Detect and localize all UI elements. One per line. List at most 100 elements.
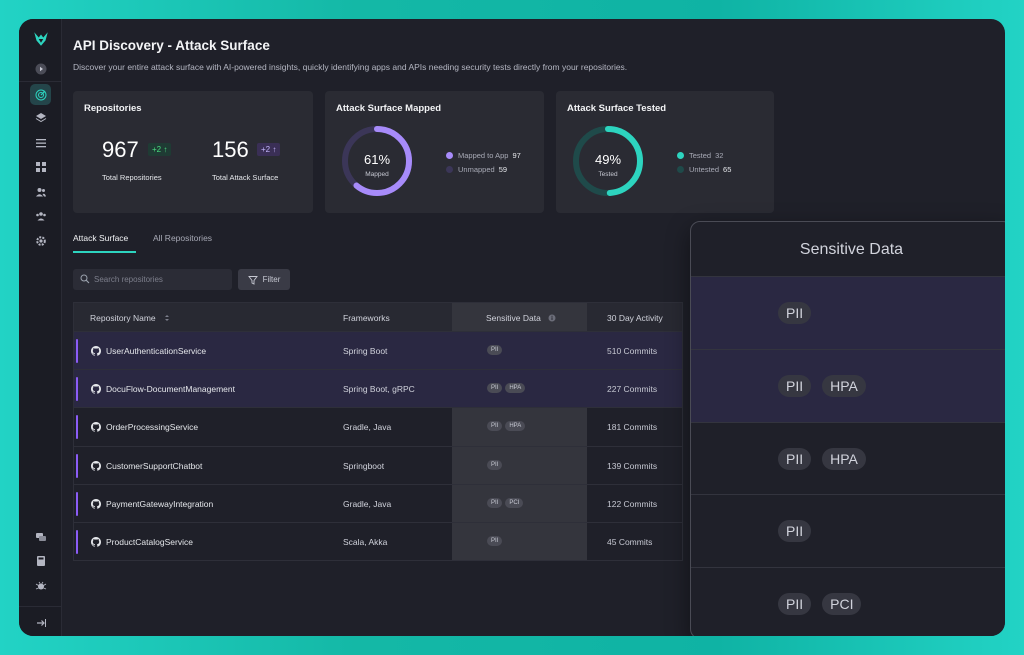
info-icon[interactable] — [548, 314, 556, 322]
sensitive-data-tag: PII — [487, 459, 503, 470]
sensitive-data-cell: PII — [487, 536, 503, 546]
tested-percent: 49% — [595, 152, 621, 167]
total-attack-surface-value: 156 — [212, 137, 249, 162]
card-title: Repositories — [84, 103, 142, 114]
sidebar-divider — [19, 606, 62, 607]
frameworks-cell: Gradle, Java — [343, 498, 392, 509]
column-header-30-day-activity[interactable]: 30 Day Activity — [607, 313, 663, 323]
logo-icon[interactable] — [29, 27, 52, 50]
sensitive-data-cell: PII PCI — [487, 497, 524, 508]
tested-donut-arc — [573, 126, 643, 196]
repository-name[interactable]: UserAuthenticationService — [106, 346, 207, 356]
table-row[interactable]: OrderProcessingService Gradle, Java PII H… — [74, 407, 682, 445]
legend-label: Mapped to App — [458, 151, 509, 160]
app-window: API Discovery - Attack Surface Discover … — [19, 19, 1005, 636]
row-accent-bar — [76, 491, 78, 516]
github-icon — [91, 384, 101, 394]
legend-value: 65 — [723, 165, 732, 174]
table-row[interactable]: DocuFlow-DocumentManagement Spring Boot,… — [74, 369, 682, 408]
sensitive-data-cell: PII HPA — [487, 383, 526, 394]
table-row[interactable]: CustomerSupportChatbot Springboot PII 13… — [74, 445, 682, 484]
table-row[interactable]: UserAuthenticationService Spring Boot PI… — [74, 331, 682, 369]
tested-donut-chart: 49% Tested — [573, 126, 643, 196]
tab-all-repositories[interactable]: All Repositories — [153, 233, 213, 243]
panel-row: PII HPA — [691, 348, 1005, 422]
sidebar — [19, 19, 62, 636]
grid-icon[interactable] — [30, 156, 51, 177]
sensitive-data-tag: PII — [487, 345, 503, 355]
book-icon[interactable] — [30, 550, 51, 571]
panel-tags: PII PCI — [778, 593, 862, 616]
chat-icon[interactable] — [30, 526, 51, 547]
panel-row: PII HPA — [691, 421, 1005, 495]
legend-mapped-to-app: Mapped to App 97 — [446, 151, 521, 160]
repository-name[interactable]: OrderProcessingService — [106, 422, 199, 433]
logout-icon[interactable] — [30, 612, 51, 633]
sensitive-data-tag: HPA — [505, 383, 526, 394]
total-repositories-value: 967 — [102, 137, 139, 162]
legend-label: Tested — [689, 151, 712, 160]
radar-icon[interactable] — [30, 84, 51, 105]
sensitive-data-tag: PCI — [822, 593, 862, 616]
legend-unmapped: Unmapped 59 — [446, 165, 507, 174]
frameworks-cell: Scala, Akka — [343, 537, 388, 547]
total-repositories-label: Total Repositories — [102, 173, 162, 182]
attack-surface-mapped-card: Attack Surface Mapped 61% Mapped Mapped … — [325, 91, 544, 213]
gear-icon[interactable] — [30, 230, 51, 251]
frameworks-cell: Spring Boot — [343, 346, 388, 356]
attack-surface-tested-card: Attack Surface Tested 49% Tested Tested … — [556, 91, 774, 213]
row-accent-bar — [76, 377, 78, 402]
repository-name[interactable]: ProductCatalogService — [106, 537, 193, 547]
mapped-donut-chart: 61% Mapped — [342, 126, 412, 196]
column-header-frameworks[interactable]: Frameworks — [343, 313, 390, 323]
sort-icon[interactable] — [163, 314, 171, 322]
repository-name[interactable]: DocuFlow-DocumentManagement — [106, 384, 235, 395]
users-icon[interactable] — [30, 181, 51, 202]
table-row[interactable]: ProductCatalogService Scala, Akka PII 45… — [74, 522, 682, 560]
page-title: API Discovery - Attack Surface — [73, 38, 270, 53]
sensitive-data-cell: PII — [487, 459, 503, 470]
frameworks-cell: Spring Boot, gRPC — [343, 384, 415, 395]
panel-title: Sensitive Data — [799, 241, 904, 258]
legend-value: 59 — [498, 165, 508, 174]
column-header-repository-name[interactable]: Repository Name — [90, 313, 171, 323]
panel-row: PII — [691, 494, 1005, 567]
tab-attack-surface[interactable]: Attack Surface — [73, 233, 129, 243]
search-box[interactable] — [73, 269, 232, 290]
legend-value: 97 — [512, 151, 521, 160]
legend-dot — [677, 152, 684, 159]
sensitive-data-tag: PII — [778, 374, 812, 397]
layers-icon[interactable] — [30, 107, 51, 128]
activity-cell: 510 Commits — [607, 346, 658, 356]
column-header-sensitive-data[interactable]: Sensitive Data — [486, 313, 556, 323]
activity-cell: 139 Commits — [607, 460, 658, 471]
activity-cell: 181 Commits — [607, 422, 658, 433]
repository-name[interactable]: CustomerSupportChatbot — [106, 460, 203, 471]
panel-row: PII PCI — [691, 567, 1005, 636]
team-icon[interactable] — [30, 205, 51, 226]
search-input[interactable] — [94, 272, 226, 287]
repositories-card: Repositories 967 +2 ↑ Total Repositories… — [73, 91, 313, 213]
bug-icon[interactable] — [30, 575, 51, 596]
sensitive-data-tag: PII — [778, 593, 812, 616]
main-content: API Discovery - Attack Surface Discover … — [73, 19, 1005, 636]
panel-row: PII — [691, 276, 1005, 349]
repository-name[interactable]: PaymentGatewayIntegration — [106, 498, 214, 509]
sensitive-data-tag: PII — [487, 421, 503, 432]
list-icon[interactable] — [30, 132, 51, 153]
sensitive-data-tag: PII — [778, 447, 812, 470]
legend-label: Untested — [689, 165, 720, 174]
table-row[interactable]: PaymentGatewayIntegration Gradle, Java P… — [74, 483, 682, 522]
github-icon — [91, 498, 101, 509]
play-icon[interactable] — [30, 58, 51, 79]
legend-label: Unmapped — [458, 165, 495, 174]
sensitive-data-cell: PII — [487, 345, 503, 355]
tested-center-label: Tested — [598, 171, 618, 178]
repositories-table: Repository Name Frameworks Sensitive Dat… — [73, 302, 683, 561]
filter-button[interactable]: Filter — [238, 269, 290, 290]
sensitive-data-tag: PII — [487, 497, 503, 508]
card-title: Attack Surface Tested — [567, 103, 667, 114]
legend-tested: Tested 32 — [677, 151, 723, 160]
row-accent-bar — [76, 453, 78, 478]
github-icon — [91, 422, 101, 433]
